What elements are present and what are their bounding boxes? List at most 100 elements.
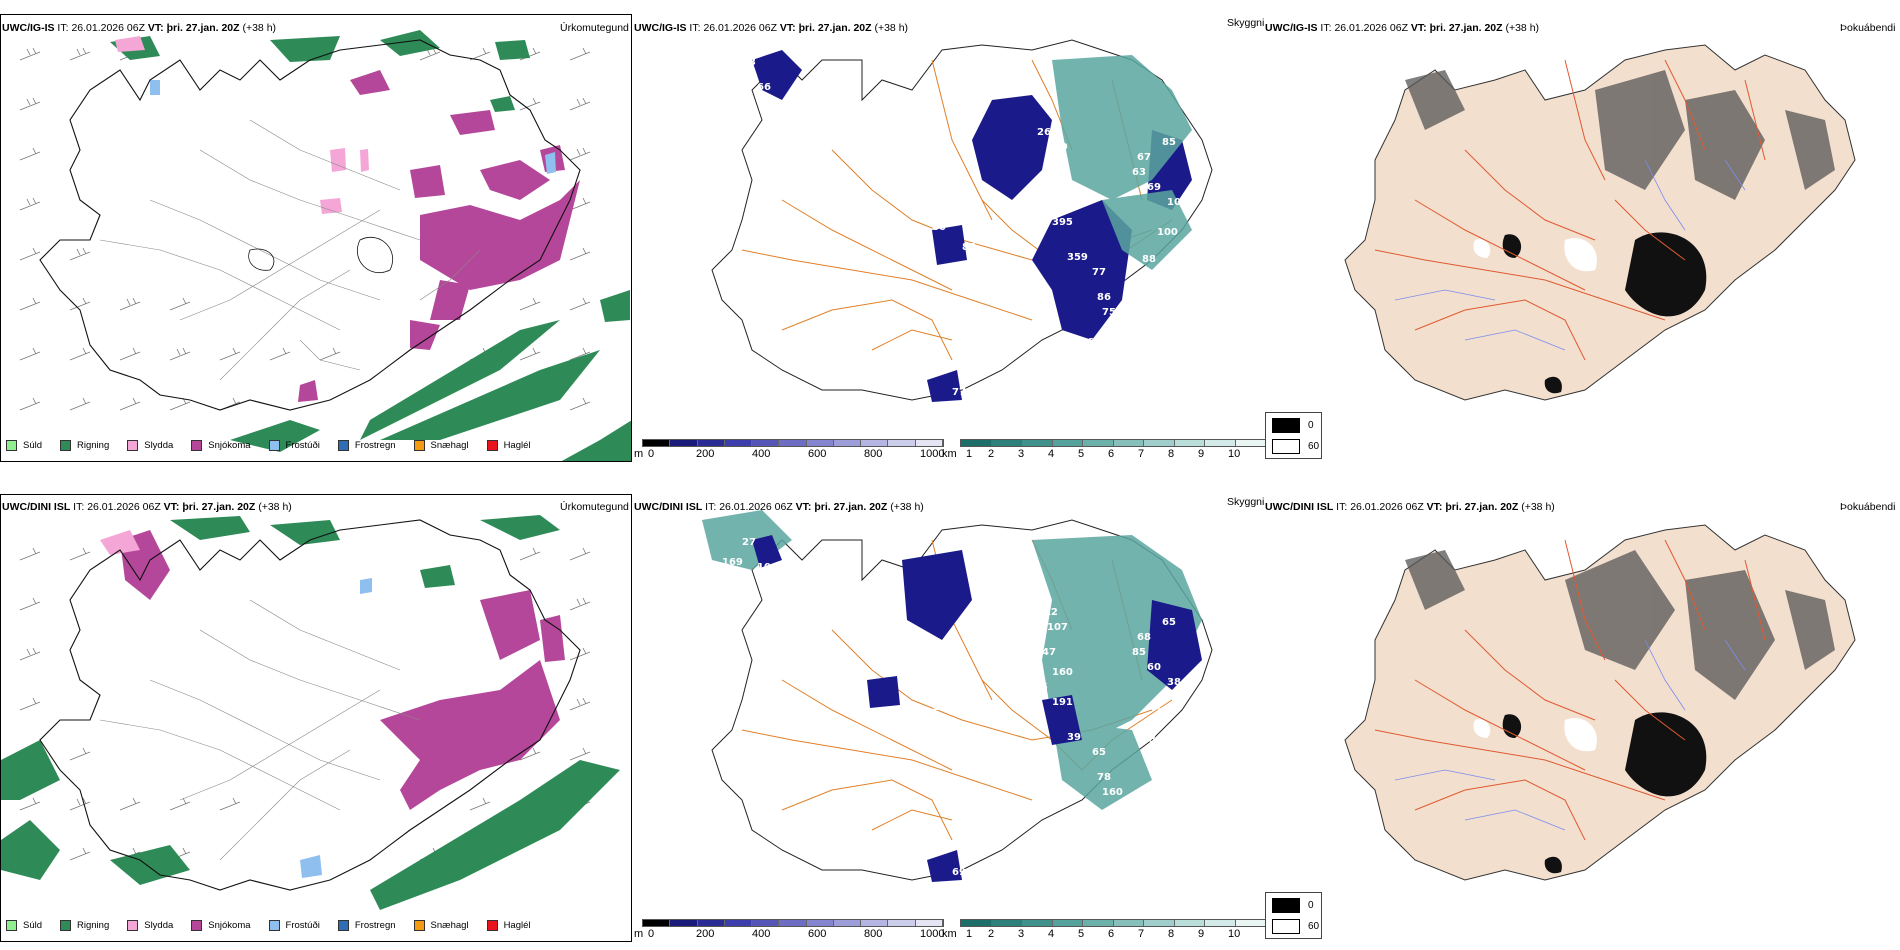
cloud-base-label: 65 [1092,747,1106,758]
colorbar-tick-label: 1 [966,448,973,460]
fog-legend-label: 0 [1308,420,1314,431]
legend-label: Súld [23,440,43,451]
cloud-base-label: 86 [1097,292,1111,303]
cloud-base-label: 66 [757,82,771,93]
colorbar-segment [670,920,698,926]
cloud-base-label: 69 [1147,182,1161,193]
colorbar-segment [643,920,671,926]
cloud-base-label: 97 [722,77,736,88]
legend-swatch [413,920,425,931]
fog-legend-label: 60 [1308,441,1320,452]
colorbar-tick-label: 1 [966,928,973,940]
legend-swatch [127,920,139,931]
cloud-base-label: 149 [1047,142,1068,153]
colorbar-tick-label: 400 [752,448,771,460]
legend-swatch [337,440,349,451]
cloud-base-label: 13 [932,702,946,713]
colorbar-segment [724,920,753,926]
legend-swatch [60,920,72,931]
cloud-base-label: 85 [1132,647,1146,658]
legend-item: Frostúði [268,440,320,451]
panel-header: UWC/IG-IS IT: 26.01.2026 06Z VT: þri. 27… [2,22,277,34]
cloud-base-label: 192 [1042,167,1063,178]
colorbar-segment [915,920,943,926]
cloud-base-label: 86 [992,267,1006,278]
cloud-base-label: 95 [1027,202,1041,213]
legend-item: Haglél [486,920,531,931]
legend-label: Frostregn [354,440,396,451]
cloud-base-label: 83 [742,57,756,68]
panel-header: UWC/IG-IS IT: 26.01.2026 06Z VT: þri. 27… [1265,22,1540,34]
colorbar-tick-label: 5 [1078,448,1085,460]
legend-item: Snjókoma [191,920,251,931]
colorbar-tick-label: 4 [1048,928,1055,940]
colorbar-segment [888,920,916,926]
cloud-base-label: 51 [977,292,991,303]
legend-label: Snjókoma [208,920,251,931]
cloud-base-label: 02 [727,112,741,123]
colorbar-segment [1144,920,1175,926]
colorbar-segment [670,440,698,446]
colorbar-segment [697,440,725,446]
precip-type-panel [0,14,632,462]
legend-label: Snæhagl [430,920,469,931]
legend-item: Frostregn [337,440,396,451]
legend-label: Rigning [77,920,110,931]
legend-swatch [268,440,280,451]
cloud-base-label: 67 [1137,152,1151,163]
cloud-base-label: 65 [787,172,801,183]
legend-label: Haglél [503,440,531,451]
colorbar-tick-label: 3 [1018,448,1025,460]
legend-swatch [60,440,72,451]
visibility-unit: km [942,448,957,460]
panel-header: UWC/DINI ISL IT: 26.01.2026 06Z VT: þri.… [634,501,924,513]
cloud-base-label: 92 [917,257,931,268]
cloud-base-label: 27 [742,537,756,548]
colorbar-segment [861,920,889,926]
cloud-base-label: 99 [822,652,836,663]
colorbar-segment [1205,920,1236,926]
legend-swatch [486,920,498,931]
legend-label: Slydda [144,440,174,451]
precip-map [1,515,620,910]
cloud-base-label: 79 [847,217,861,228]
legend-swatch [6,440,17,451]
precip-type-legend: Súld Rigning Slydda Snjókoma Frostúði Frostre… [6,440,545,451]
cloud-base-label: 38 [1167,677,1181,688]
colorbar-tick-label: 6 [1108,448,1115,460]
colorbar-tick-label: 200 [696,928,715,940]
cloud-base-label: 191 [1052,697,1073,708]
cloud-base-label: 75 [1102,307,1116,318]
colorbar-tick-label: 0 [648,448,655,460]
cloud-base-label: 77 [1092,267,1106,278]
panel-header: UWC/DINI ISL IT: 26.01.2026 06Z VT: þri.… [1265,501,1555,513]
cloud-base-label: 98 [772,632,786,643]
fog-index-map [1344,44,1856,401]
colorbar-segment [861,440,889,446]
cloud-base-label: 157 [847,697,868,708]
colorbar-segment [779,440,807,446]
colorbar-tick-label: 8 [1168,448,1175,460]
cloud-base-label: 255 [1027,682,1048,693]
legend-item: Snæhagl [413,920,469,931]
legend-swatch [268,920,280,931]
cloud-base-label: 68 [1137,632,1151,643]
colorbar-segment [806,440,834,446]
colorbar-tick-label: 1000 [920,928,945,940]
cloud-base-label: 87 [1157,707,1171,718]
cloud-base-label: 39 [1067,732,1081,743]
cloud-base-label: 85 [1162,137,1176,148]
legend-label: Súld [23,920,43,931]
colorbar-segment [724,440,753,446]
cloud-base-label: 88 [1142,254,1156,265]
colorbar-segment [1205,440,1236,446]
fog-swatch [1272,919,1300,934]
legend-item: Frostúði [268,920,320,931]
cloud-base-label: 78 [1097,772,1111,783]
legend-label: Slydda [144,920,174,931]
cloud-base-label: 107 [1047,622,1068,633]
fog-swatch [1272,439,1300,454]
legend-label: Frostregn [354,920,396,931]
colorbar-segment [915,440,943,446]
